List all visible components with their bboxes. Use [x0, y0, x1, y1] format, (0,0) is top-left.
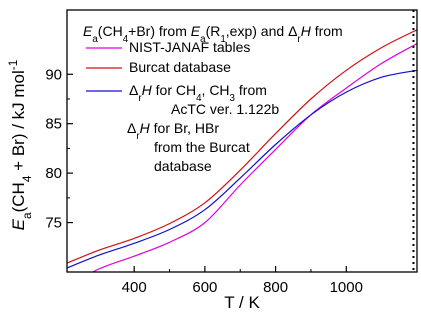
legend-entry-2-line-2: ΔrH for Br, HBr — [127, 120, 219, 142]
plot-frame — [66, 9, 418, 273]
legend-entry-2-line-0: ΔrH for CH4, CH3 from — [129, 82, 267, 104]
x-tick-label: 1000 — [330, 279, 363, 296]
series-line-0 — [91, 43, 417, 272]
ticks-layer: 400 600 800 1000 75 80 85 90 — [45, 66, 363, 296]
y-tick-label: 80 — [45, 165, 62, 182]
legend-entry-0-line-0: NIST-JANAF tables — [129, 39, 250, 55]
x-tick-label: 800 — [263, 279, 288, 296]
x-tick-label: 600 — [192, 279, 217, 296]
series-line-2 — [67, 69, 417, 269]
y-tick-label: 85 — [45, 116, 62, 133]
series-line-1 — [67, 29, 417, 264]
x-tick-label: 400 — [122, 279, 147, 296]
y-tick-label: 75 — [45, 215, 62, 232]
legend-entry-2-line-1: AcTC ver. 1.122b — [171, 101, 279, 117]
legend-entry-1-line-0: Burcat database — [129, 59, 231, 75]
x-axis-label: T / K — [224, 293, 260, 312]
series-layer — [67, 29, 417, 272]
legend: Ea(CH4+Br) from Ea(R1,exp) and ΔrH fromN… — [83, 23, 343, 174]
legend-entry-2-line-4: database — [154, 158, 212, 174]
legend-entry-2-line-3: from the Burcat — [154, 139, 250, 155]
y-axis-label: Ea(CH4 + Br) / kJ mol-1 — [6, 59, 34, 230]
legend-header: Ea(CH4+Br) from Ea(R1,exp) and ΔrH from — [83, 23, 343, 45]
y-tick-label: 90 — [45, 66, 62, 83]
